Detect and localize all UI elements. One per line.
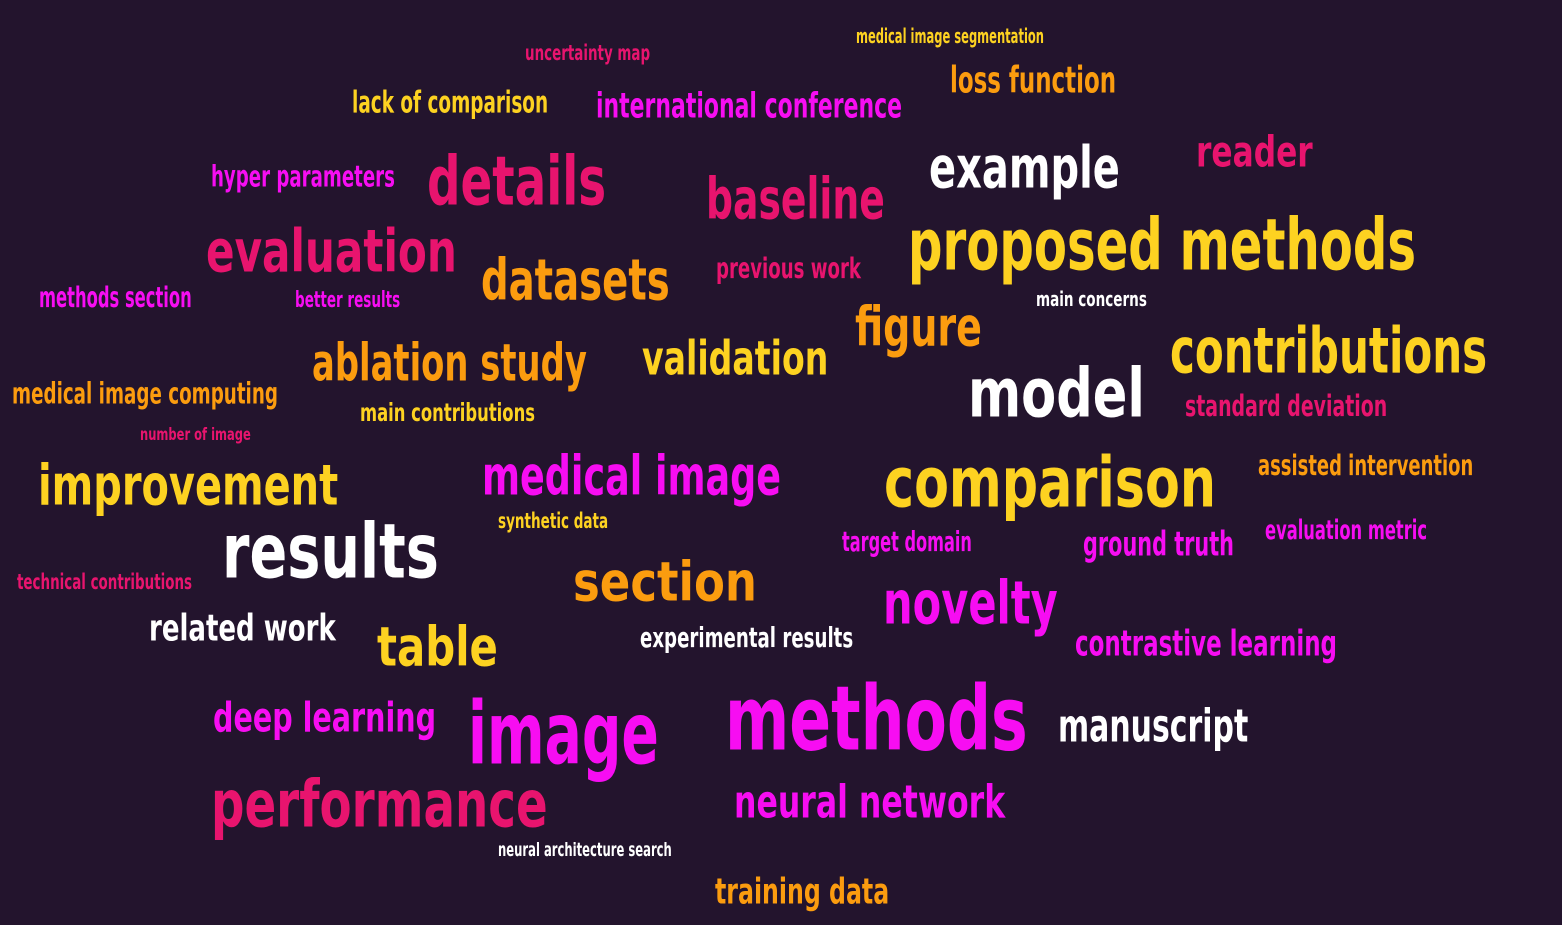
word-figure: figure xyxy=(855,294,982,359)
word-deep-learning: deep learning xyxy=(213,694,437,742)
word-medical-image: medical image xyxy=(482,443,782,508)
word-image: image xyxy=(468,684,659,785)
word-model: model xyxy=(968,354,1145,433)
word-ablation-study: ablation study xyxy=(312,332,587,393)
word-neural-architecture-search: neural architecture search xyxy=(498,838,672,861)
word-table: table xyxy=(377,614,498,679)
word-hyper-parameters: hyper parameters xyxy=(211,160,395,194)
word-improvement: improvement xyxy=(38,452,339,518)
word-results: results xyxy=(222,507,439,596)
word-assisted-intervention: assisted intervention xyxy=(1258,449,1474,482)
word-main-concerns: main concerns xyxy=(1036,288,1147,311)
word-manuscript: manuscript xyxy=(1058,700,1249,753)
word-standard-deviation: standard deviation xyxy=(1185,390,1388,424)
word-baseline: baseline xyxy=(706,166,885,233)
word-comparison: comparison xyxy=(884,443,1216,524)
word-ground-truth: ground truth xyxy=(1083,525,1234,564)
word-contributions: contributions xyxy=(1170,314,1488,388)
word-performance: performance xyxy=(211,767,548,843)
word-training-data: training data xyxy=(715,870,890,912)
word-technical-contributions: technical contributions xyxy=(17,571,193,595)
word-evaluation-metric: evaluation metric xyxy=(1265,516,1428,546)
word-synthetic-data: synthetic data xyxy=(498,510,609,534)
word-medical-image-computing: medical image computing xyxy=(12,377,278,411)
word-previous-work: previous work xyxy=(716,252,861,285)
word-number-of-image: number of image xyxy=(140,425,251,445)
word-section: section xyxy=(573,549,757,614)
word-international-conference: international conference xyxy=(596,85,903,126)
word-related-work: related work xyxy=(149,607,336,650)
word-medical-image-segmentation: medical image segmentation xyxy=(856,25,1044,48)
word-main-contributions: main contributions xyxy=(360,399,536,428)
word-evaluation: evaluation xyxy=(206,216,457,286)
word-experimental-results: experimental results xyxy=(640,622,854,654)
word-datasets: datasets xyxy=(481,247,670,314)
word-neural-network: neural network xyxy=(734,776,1006,829)
word-example: example xyxy=(929,134,1120,202)
word-methods-section: methods section xyxy=(39,281,192,314)
word-methods: methods xyxy=(725,667,1028,772)
word-uncertainty-map: uncertainty map xyxy=(525,42,651,66)
word-loss-function: loss function xyxy=(950,59,1117,102)
word-validation: validation xyxy=(642,330,829,386)
word-reader: reader xyxy=(1196,126,1313,177)
word-lack-of-comparison: lack of comparison xyxy=(352,84,549,120)
word-novelty: novelty xyxy=(883,568,1058,638)
word-better-results: better results xyxy=(295,288,401,313)
word-proposed-methods: proposed methods xyxy=(908,203,1417,287)
word-contrastive-learning: contrastive learning xyxy=(1075,622,1338,664)
word-details: details xyxy=(427,142,607,221)
word-target-domain: target domain xyxy=(842,526,972,558)
